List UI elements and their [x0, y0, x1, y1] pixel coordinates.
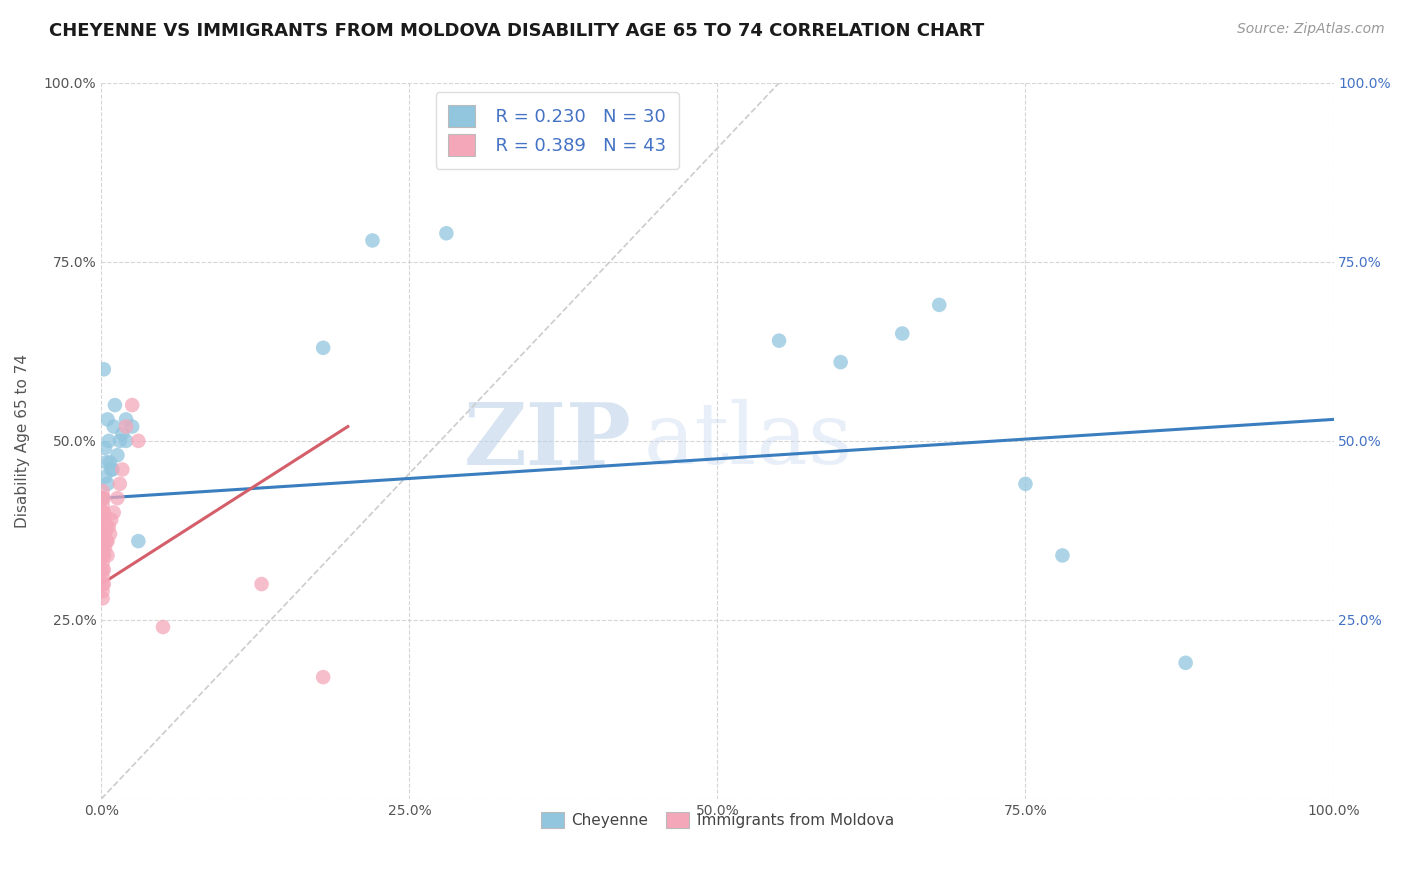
Point: [93, 563, 115, 577]
Point: [96, 520, 118, 534]
Point: [91, 563, 114, 577]
Text: atlas: atlas: [644, 400, 852, 483]
Point: [103, 419, 125, 434]
Point: [105, 448, 128, 462]
Point: [100, 462, 122, 476]
Point: [96, 534, 118, 549]
Point: [91, 498, 114, 512]
Point: [94, 541, 117, 556]
Point: [94, 527, 117, 541]
Point: [93, 549, 115, 563]
Point: [830, 355, 852, 369]
Point: [891, 326, 914, 341]
Point: [1052, 549, 1074, 563]
Text: CHEYENNE VS IMMIGRANTS FROM MOLDOVA DISABILITY AGE 65 TO 74 CORRELATION CHART: CHEYENNE VS IMMIGRANTS FROM MOLDOVA DISA…: [49, 22, 984, 40]
Point: [361, 234, 384, 248]
Point: [91, 491, 114, 505]
Point: [91, 591, 114, 606]
Point: [91, 549, 114, 563]
Point: [91, 506, 114, 520]
Point: [91, 556, 114, 570]
Point: [127, 434, 149, 448]
Point: [93, 491, 115, 505]
Point: [94, 513, 117, 527]
Point: [152, 620, 174, 634]
Point: [312, 341, 335, 355]
Point: [104, 398, 127, 412]
Point: [1014, 476, 1036, 491]
Point: [1174, 656, 1197, 670]
Point: [96, 455, 118, 469]
Point: [250, 577, 273, 591]
Point: [91, 541, 114, 556]
Legend: Cheyenne, Immigrants from Moldova: Cheyenne, Immigrants from Moldova: [534, 806, 900, 834]
Text: Source: ZipAtlas.com: Source: ZipAtlas.com: [1237, 22, 1385, 37]
Point: [93, 506, 115, 520]
Point: [97, 434, 120, 448]
Point: [103, 506, 125, 520]
Point: [91, 527, 114, 541]
Point: [108, 476, 131, 491]
Point: [91, 570, 114, 584]
Point: [96, 534, 118, 549]
Point: [121, 419, 143, 434]
Point: [115, 419, 138, 434]
Point: [98, 527, 121, 541]
Point: [105, 491, 128, 505]
Point: [91, 513, 114, 527]
Point: [98, 455, 121, 469]
Point: [97, 520, 120, 534]
Point: [91, 584, 114, 599]
Point: [127, 534, 149, 549]
Point: [91, 491, 114, 505]
Point: [93, 577, 115, 591]
Y-axis label: Disability Age 65 to 74: Disability Age 65 to 74: [15, 354, 30, 528]
Point: [928, 298, 950, 312]
Point: [121, 398, 143, 412]
Point: [115, 434, 138, 448]
Point: [91, 577, 114, 591]
Point: [768, 334, 790, 348]
Point: [91, 520, 114, 534]
Point: [96, 549, 118, 563]
Point: [96, 412, 118, 426]
Point: [91, 534, 114, 549]
Point: [108, 434, 131, 448]
Point: [434, 227, 457, 241]
Point: [94, 441, 117, 455]
Point: [111, 462, 134, 476]
Point: [93, 534, 115, 549]
Point: [93, 362, 115, 376]
Point: [101, 462, 124, 476]
Point: [100, 513, 122, 527]
Point: [115, 412, 138, 426]
Point: [312, 670, 335, 684]
Point: [111, 426, 134, 441]
Point: [93, 520, 115, 534]
Point: [94, 469, 117, 483]
Point: [96, 476, 118, 491]
Point: [91, 483, 114, 498]
Text: ZIP: ZIP: [464, 399, 631, 483]
